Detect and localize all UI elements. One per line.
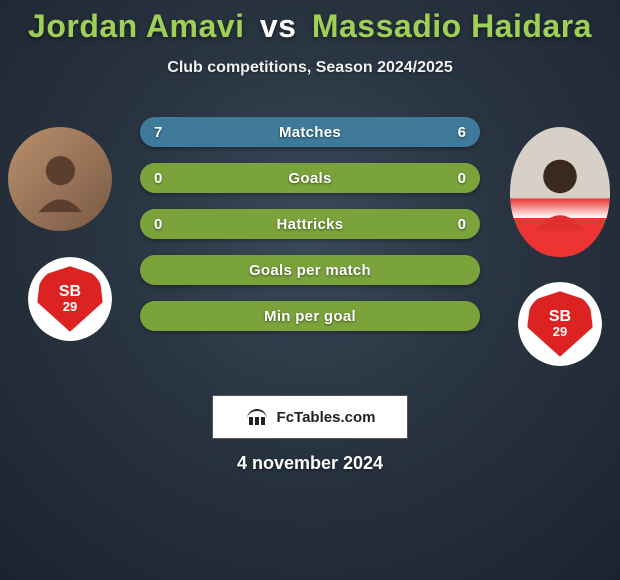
- date: 4 november 2024: [0, 453, 620, 474]
- watermark-text: FcTables.com: [277, 409, 376, 426]
- title-player1: Jordan Amavi: [28, 8, 244, 44]
- stat-rows: 7 Matches 6 0 Goals 0 0 Hattricks 0 Goal…: [140, 117, 480, 331]
- crest-icon: SB 29: [28, 257, 112, 341]
- crest-text-bottom: 29: [553, 324, 567, 339]
- player1-club-logo: SB 29: [28, 257, 112, 341]
- content: Jordan Amavi vs Massadio Haidara Club co…: [0, 0, 620, 580]
- stat-value-right: 6: [458, 124, 466, 141]
- crest-text-bottom: 29: [63, 299, 77, 314]
- person-icon: [525, 147, 595, 238]
- stat-row-hattricks: 0 Hattricks 0: [140, 209, 480, 239]
- fctables-icon: [245, 407, 271, 427]
- title-player2: Massadio Haidara: [312, 8, 592, 44]
- stat-label: Matches: [279, 124, 341, 141]
- player2-club-logo: SB 29: [518, 282, 602, 366]
- stat-label: Min per goal: [264, 308, 356, 325]
- player1-photo: [8, 127, 112, 231]
- stat-row-goals: 0 Goals 0: [140, 163, 480, 193]
- title-vs: vs: [260, 8, 297, 44]
- stat-row-matches: 7 Matches 6: [140, 117, 480, 147]
- person-icon: [24, 143, 97, 216]
- stat-row-min-per-goal: Min per goal: [140, 301, 480, 331]
- stat-value-left: 0: [154, 216, 162, 233]
- page-title: Jordan Amavi vs Massadio Haidara: [0, 0, 620, 45]
- watermark: FcTables.com: [212, 395, 408, 439]
- stat-value-right: 0: [458, 170, 466, 187]
- stat-row-goals-per-match: Goals per match: [140, 255, 480, 285]
- stat-value-left: 7: [154, 124, 162, 141]
- stat-label: Hattricks: [277, 216, 344, 233]
- player2-photo: [510, 127, 610, 257]
- stat-value-right: 0: [458, 216, 466, 233]
- stat-label: Goals per match: [249, 262, 371, 279]
- subtitle: Club competitions, Season 2024/2025: [0, 59, 620, 77]
- stat-label: Goals: [288, 170, 331, 187]
- crest-icon: SB 29: [518, 282, 602, 366]
- comparison-panel: SB 29 SB 29 7 Matches 6 0 Goals: [0, 117, 620, 377]
- stat-value-left: 0: [154, 170, 162, 187]
